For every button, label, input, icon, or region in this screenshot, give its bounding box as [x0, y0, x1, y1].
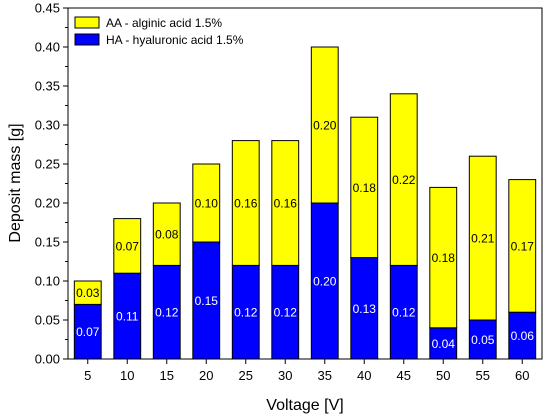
data-label-aa-10: 0.07: [116, 239, 140, 253]
y-tick-label-0.25: 0.25: [35, 157, 60, 172]
bar-segment-ha-10: [113, 272, 142, 360]
bar-segment-aa-40: [350, 116, 379, 259]
legend-label-aa: AA - alginic acid 1.5%: [106, 16, 222, 30]
y-tick-label-0.40: 0.40: [35, 40, 60, 55]
data-label-ha-5: 0.07: [76, 325, 100, 339]
data-label-ha-30: 0.12: [274, 306, 298, 320]
data-label-ha-60: 0.06: [511, 329, 535, 343]
y-tick-label-0.00: 0.00: [35, 352, 60, 367]
y-tick-label-0.35: 0.35: [35, 79, 60, 94]
bar-segment-aa-10: [113, 218, 142, 274]
y-tick-label-0.30: 0.30: [35, 118, 60, 133]
bar-segment-aa-20: [192, 163, 221, 243]
data-label-ha-20: 0.15: [195, 294, 219, 308]
data-label-ha-40: 0.13: [353, 302, 377, 316]
bars-group: [73, 46, 537, 360]
bar-segment-aa-5: [73, 280, 102, 305]
data-label-ha-55: 0.05: [471, 333, 495, 347]
x-tick-label-55: 55: [476, 368, 490, 383]
bar-segment-aa-55: [468, 155, 497, 321]
data-label-aa-20: 0.10: [195, 197, 219, 211]
legend-swatch-aa: [74, 16, 100, 29]
x-tick-label-60: 60: [515, 368, 529, 383]
bar-segment-aa-45: [389, 93, 418, 266]
x-tick-label-45: 45: [397, 368, 411, 383]
bar-segment-ha-30: [271, 264, 300, 360]
bar-segment-aa-35: [310, 46, 339, 204]
legend: AA - alginic acid 1.5% HA - hyaluronic a…: [74, 16, 244, 47]
y-tick-label-0.15: 0.15: [35, 235, 60, 250]
data-label-aa-25: 0.16: [234, 197, 258, 211]
data-labels-group: 0.07 0.03 0.11 0.07 0.12 0.08 0.15 0.10 0.12 0.16…: [76, 119, 534, 351]
x-tick-label-15: 15: [160, 368, 174, 383]
data-label-aa-45: 0.22: [392, 173, 416, 187]
data-label-ha-25: 0.12: [234, 306, 258, 320]
data-label-aa-40: 0.18: [353, 181, 377, 195]
legend-swatch-ha: [74, 33, 100, 46]
bar-segment-aa-30: [271, 140, 300, 266]
x-tick-label-10: 10: [120, 368, 134, 383]
bar-segment-aa-25: [231, 140, 260, 266]
y-tick-label-0.20: 0.20: [35, 196, 60, 211]
data-label-ha-15: 0.12: [155, 306, 179, 320]
y-tick-label-0.10: 0.10: [35, 274, 60, 289]
x-tick-label-50: 50: [436, 368, 450, 383]
bar-segment-aa-60: [508, 179, 537, 313]
bar-segment-ha-20: [192, 241, 221, 360]
x-axis-title: Voltage [V]: [266, 397, 343, 414]
bar-segment-aa-15: [152, 202, 181, 266]
data-label-ha-35: 0.20: [313, 275, 337, 289]
data-label-aa-55: 0.21: [471, 232, 495, 246]
y-tick-label-0.45: 0.45: [35, 1, 60, 16]
data-label-ha-45: 0.12: [392, 306, 416, 320]
bar-segment-ha-60: [508, 311, 537, 360]
x-tick-label-35: 35: [318, 368, 332, 383]
data-label-ha-50: 0.04: [432, 337, 456, 351]
x-tick-label-40: 40: [357, 368, 371, 383]
data-label-aa-15: 0.08: [155, 228, 179, 242]
x-tick-label-30: 30: [278, 368, 292, 383]
data-label-aa-30: 0.16: [274, 197, 298, 211]
data-label-aa-60: 0.17: [511, 239, 535, 253]
bar-segment-aa-50: [429, 186, 458, 329]
bar-segment-ha-25: [231, 264, 260, 360]
plot-frame: [67, 7, 543, 360]
y-axis-title: Deposit mass [g]: [7, 123, 24, 242]
data-label-aa-50: 0.18: [432, 251, 456, 265]
data-label-aa-35: 0.20: [313, 119, 337, 133]
x-tick-label-20: 20: [199, 368, 213, 383]
plot-area: [68, 8, 542, 359]
ticks-group: 5 10 15 20 25 30 35 40 45 50 55 60 0.00 0.05 0.10 0.15 0…: [35, 1, 530, 384]
y-tick-label-0.05: 0.05: [35, 313, 60, 328]
x-tick-label-25: 25: [239, 368, 253, 383]
bar-segment-ha-40: [350, 257, 379, 360]
x-tick-label-5: 5: [84, 368, 91, 383]
bar-segment-ha-45: [389, 264, 418, 360]
bar-segment-ha-5: [73, 303, 102, 360]
legend-label-ha: HA - hyaluronic acid 1.5%: [106, 33, 244, 47]
data-label-aa-5: 0.03: [76, 286, 100, 300]
data-label-ha-10: 0.11: [116, 310, 139, 324]
